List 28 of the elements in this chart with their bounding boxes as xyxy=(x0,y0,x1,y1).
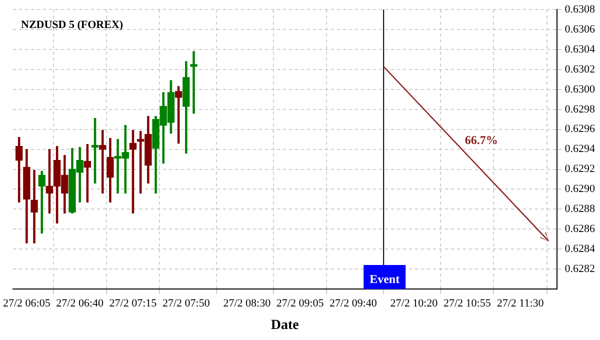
text: NZDUSD 5 (FOREX) xyxy=(21,18,124,31)
x-tick-label: 27/2 09:05 xyxy=(276,297,324,310)
y-tick-label: 0.6284 xyxy=(564,242,596,255)
x-axis-title: Date xyxy=(270,318,299,334)
y-tick-label: 0.6288 xyxy=(564,203,596,216)
x-tick-label: 27/2 06:05 xyxy=(2,297,51,310)
y-tick-label: 0.6304 xyxy=(564,43,596,56)
y-tick-label: 0.6300 xyxy=(564,83,596,96)
x-tick-label: 27/2 10:20 xyxy=(390,297,438,310)
y-tick-label: 0.6290 xyxy=(564,183,596,196)
x-tick-label: 27/2 08:30 xyxy=(223,297,272,310)
y-tick-label: 0.6286 xyxy=(564,223,596,236)
annotation: 66.7% xyxy=(464,132,498,147)
y-tick-label: 0.6296 xyxy=(564,123,596,136)
x-tick-label: 27/2 11:30 xyxy=(496,297,544,310)
x-tick-label: 27/2 07:15 xyxy=(109,297,158,310)
x-tick-label: 27/2 10:55 xyxy=(443,297,492,310)
y-tick-label: 0.6298 xyxy=(564,103,596,116)
y-tick-label: 0.6302 xyxy=(564,63,595,76)
x-tick-label: 27/2 06:40 xyxy=(56,297,104,310)
y-tick-label: 0.6282 xyxy=(564,262,595,275)
y-tick-label: 0.6306 xyxy=(564,23,596,36)
x-tick-label: 27/2 07:50 xyxy=(162,297,210,310)
ref-line-label: Event xyxy=(370,272,400,286)
x-tick-label: 27/2 09:40 xyxy=(330,297,378,310)
y-tick-label: 0.6308 xyxy=(564,3,596,16)
y-tick-label: 0.6294 xyxy=(564,143,596,156)
y-tick-label: 0.6292 xyxy=(564,163,595,176)
